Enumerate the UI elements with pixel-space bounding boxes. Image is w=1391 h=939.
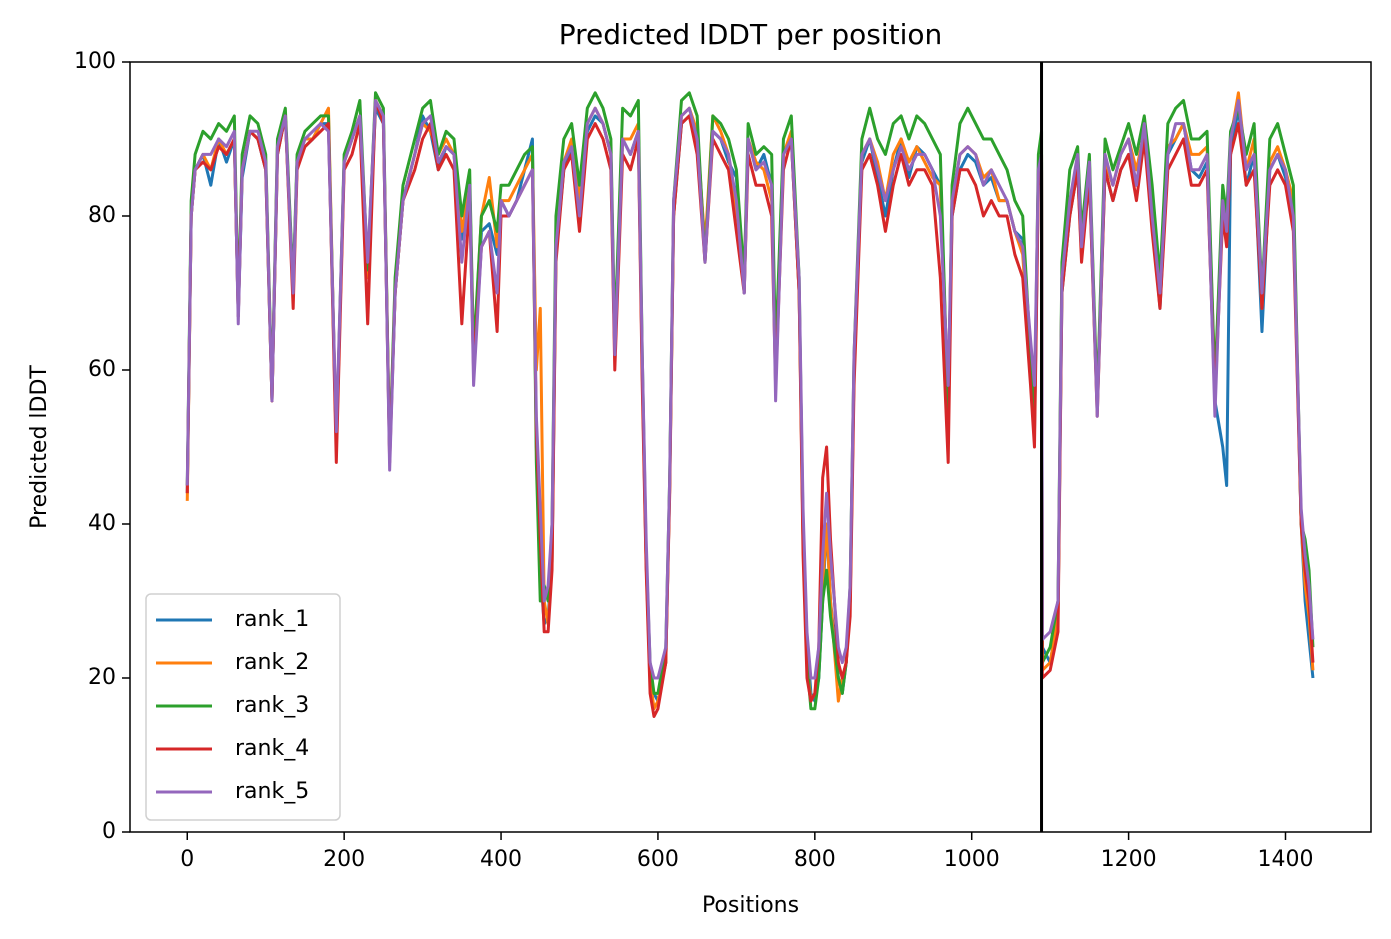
series-line-rank_3 bbox=[185, 91, 1315, 711]
legend-label-rank_2: rank_2 bbox=[235, 650, 309, 675]
x-tick-label: 1400 bbox=[1257, 847, 1313, 872]
y-tick-label: 40 bbox=[88, 511, 116, 536]
series-line-rank_5 bbox=[185, 99, 1315, 680]
legend-label-rank_3: rank_3 bbox=[235, 693, 309, 718]
y-tick-label: 0 bbox=[102, 819, 116, 844]
plot-lines bbox=[185, 91, 1315, 718]
x-tick-label: 600 bbox=[637, 847, 679, 872]
series-line-rank_4 bbox=[185, 99, 1315, 718]
y-axis-ticks: 0 20 40 60 80 100 bbox=[74, 49, 130, 844]
legend-label-rank_4: rank_4 bbox=[235, 736, 309, 761]
x-axis-ticks: 0 200 400 600 800 1000 1200 1400 bbox=[180, 832, 1313, 872]
y-tick-label: 100 bbox=[74, 49, 116, 74]
series-line-rank_2 bbox=[185, 91, 1315, 711]
x-tick-label: 1200 bbox=[1101, 847, 1157, 872]
legend: rank_1 rank_2 rank_3 rank_4 rank_5 bbox=[145, 593, 341, 821]
plot-frame bbox=[129, 61, 1372, 833]
x-tick-label: 1000 bbox=[944, 847, 1000, 872]
y-tick-label: 60 bbox=[88, 357, 116, 382]
x-tick-label: 800 bbox=[794, 847, 836, 872]
legend-label-rank_5: rank_5 bbox=[235, 779, 309, 804]
series-line-rank_1 bbox=[185, 106, 1315, 703]
y-axis-label: Predicted lDDT bbox=[27, 365, 52, 529]
y-tick-label: 80 bbox=[88, 203, 116, 228]
x-tick-label: 400 bbox=[480, 847, 522, 872]
x-tick-label: 0 bbox=[180, 847, 194, 872]
legend-label-rank_1: rank_1 bbox=[235, 607, 309, 632]
x-tick-label: 200 bbox=[323, 847, 365, 872]
y-tick-label: 20 bbox=[88, 665, 116, 690]
chart-title: Predicted lDDT per position bbox=[559, 18, 943, 51]
x-axis-label: Positions bbox=[702, 893, 799, 918]
legend-box bbox=[145, 593, 341, 821]
